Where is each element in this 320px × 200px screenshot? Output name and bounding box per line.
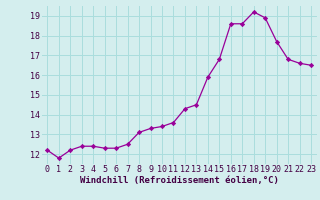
- X-axis label: Windchill (Refroidissement éolien,°C): Windchill (Refroidissement éolien,°C): [80, 176, 279, 185]
